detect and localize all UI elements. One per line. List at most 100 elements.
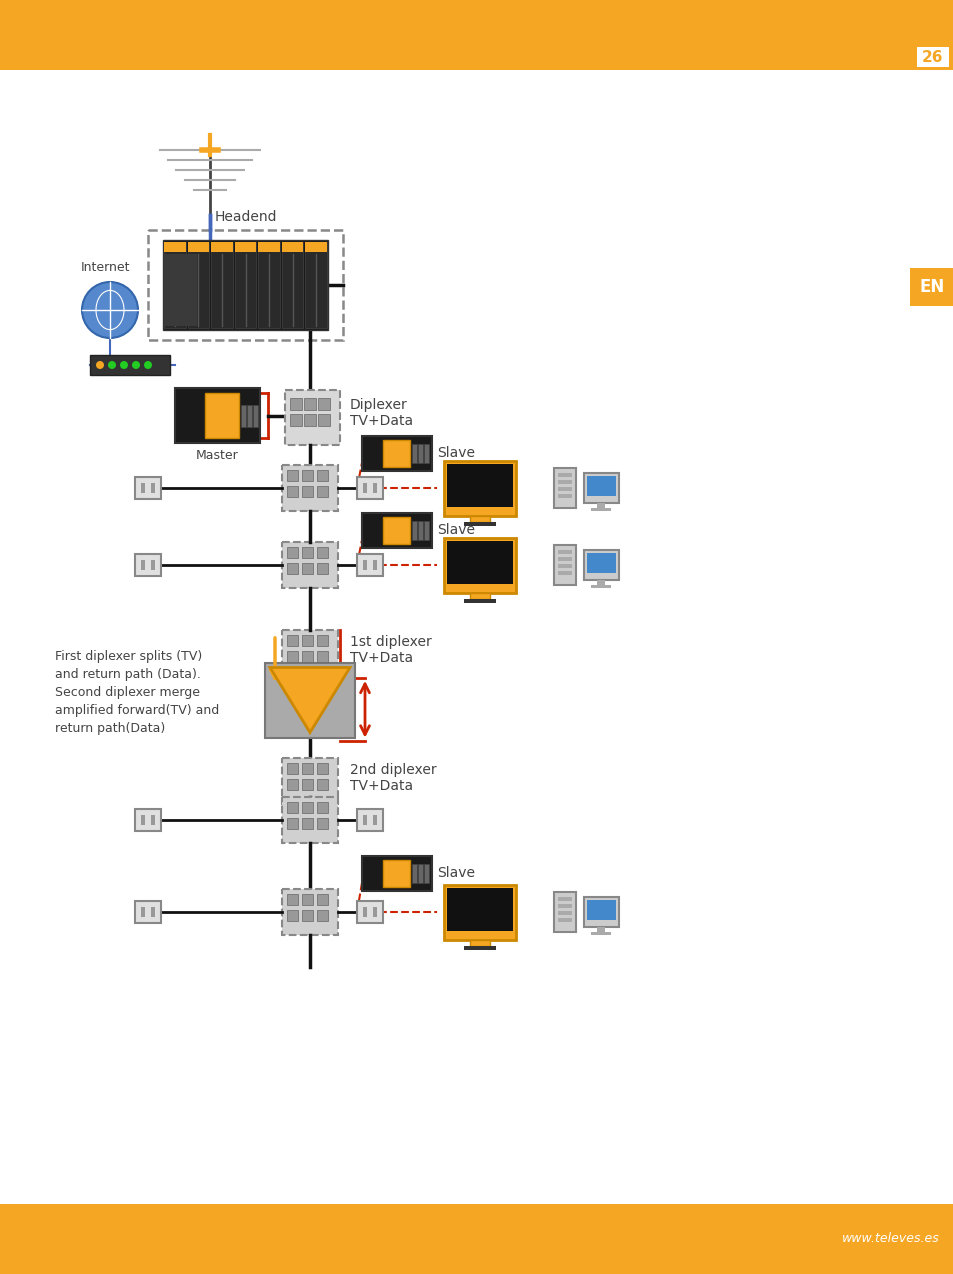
Bar xyxy=(558,487,572,490)
Bar xyxy=(151,561,154,569)
Bar xyxy=(211,242,233,252)
Bar xyxy=(282,758,337,804)
Bar xyxy=(287,547,297,558)
Circle shape xyxy=(82,282,138,338)
Bar xyxy=(361,436,432,470)
Bar xyxy=(302,803,313,813)
Circle shape xyxy=(132,361,140,369)
Bar xyxy=(316,547,328,558)
Bar xyxy=(558,550,572,554)
Bar xyxy=(141,561,145,569)
Bar xyxy=(287,803,297,813)
Bar xyxy=(174,389,260,443)
Bar xyxy=(316,470,328,482)
Bar xyxy=(135,901,161,922)
Bar xyxy=(356,554,382,576)
Bar xyxy=(317,397,330,410)
Text: Slave: Slave xyxy=(436,866,475,880)
Bar xyxy=(418,864,423,883)
Bar xyxy=(412,864,417,883)
Bar xyxy=(282,631,337,676)
Bar xyxy=(597,503,605,508)
Text: EN: EN xyxy=(919,278,943,296)
Bar xyxy=(305,242,327,327)
Bar xyxy=(163,240,328,330)
Bar xyxy=(316,651,328,662)
Bar xyxy=(316,634,328,646)
Bar xyxy=(302,818,313,829)
Bar xyxy=(151,815,154,826)
Bar xyxy=(302,634,313,646)
Text: 26: 26 xyxy=(922,50,943,65)
Bar xyxy=(287,651,297,662)
Circle shape xyxy=(120,361,128,369)
Bar xyxy=(361,856,432,891)
Bar xyxy=(282,889,337,935)
Bar xyxy=(909,268,953,306)
Bar xyxy=(583,550,618,580)
Bar xyxy=(356,901,382,922)
Bar xyxy=(316,763,328,775)
Bar xyxy=(258,242,279,252)
Bar xyxy=(424,864,429,883)
Bar xyxy=(141,907,145,917)
Bar xyxy=(282,465,337,511)
Bar xyxy=(304,397,315,410)
Bar xyxy=(418,521,423,539)
Bar xyxy=(363,483,367,493)
Bar xyxy=(583,897,618,927)
Bar xyxy=(0,0,953,70)
Bar xyxy=(304,414,315,426)
Bar xyxy=(290,414,302,426)
Bar xyxy=(412,443,417,462)
Bar xyxy=(443,538,516,592)
Bar xyxy=(135,554,161,576)
Bar xyxy=(597,580,605,585)
Bar xyxy=(558,897,572,901)
Bar xyxy=(141,483,145,493)
Bar xyxy=(463,945,496,949)
Bar xyxy=(558,564,572,568)
Bar xyxy=(205,392,238,438)
Circle shape xyxy=(96,361,104,369)
Bar xyxy=(302,563,313,575)
Bar xyxy=(302,485,313,497)
Bar xyxy=(470,592,490,599)
Bar xyxy=(356,809,382,831)
Bar xyxy=(151,907,154,917)
Bar xyxy=(424,443,429,462)
Bar xyxy=(253,405,258,427)
Bar xyxy=(164,242,186,252)
Bar xyxy=(258,242,279,327)
Bar xyxy=(287,910,297,921)
Bar xyxy=(470,939,490,945)
Bar xyxy=(373,907,376,917)
Bar xyxy=(591,508,611,511)
Bar xyxy=(287,778,297,790)
Bar xyxy=(234,242,256,252)
Bar xyxy=(135,476,161,499)
Bar xyxy=(316,910,328,921)
Text: 2nd diplexer
TV+Data: 2nd diplexer TV+Data xyxy=(350,763,436,794)
Bar xyxy=(287,485,297,497)
Circle shape xyxy=(108,361,116,369)
Bar xyxy=(373,483,376,493)
Bar xyxy=(287,563,297,575)
Bar xyxy=(188,242,209,327)
Circle shape xyxy=(144,361,152,369)
Bar xyxy=(316,894,328,905)
Bar xyxy=(287,634,297,646)
Bar xyxy=(558,905,572,908)
Bar xyxy=(361,512,432,548)
Bar xyxy=(234,242,256,327)
Bar xyxy=(586,553,616,573)
Bar xyxy=(447,888,513,930)
Text: Master: Master xyxy=(196,448,238,461)
Bar xyxy=(363,907,367,917)
Bar xyxy=(302,547,313,558)
Text: www.televes.es: www.televes.es xyxy=(841,1232,939,1246)
Bar xyxy=(463,521,496,525)
Bar xyxy=(265,662,355,738)
Bar xyxy=(558,494,572,498)
Bar xyxy=(290,397,302,410)
